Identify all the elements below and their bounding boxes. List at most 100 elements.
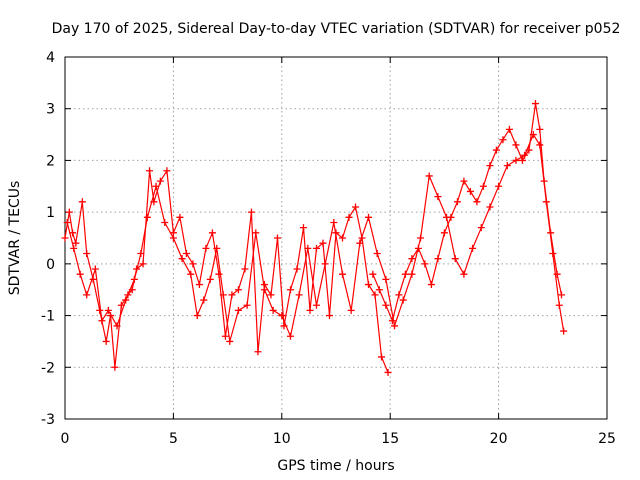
data-point xyxy=(388,317,396,325)
data-point xyxy=(434,193,442,201)
data-point xyxy=(408,255,416,263)
data-point xyxy=(273,234,281,242)
data-point xyxy=(401,270,409,278)
data-point xyxy=(451,255,459,263)
data-point xyxy=(208,229,216,237)
data-point xyxy=(72,239,80,247)
data-point xyxy=(98,317,106,325)
data-point xyxy=(453,198,461,206)
y-tick-label: 4 xyxy=(46,50,55,66)
data-point xyxy=(382,301,390,309)
data-point xyxy=(505,125,513,133)
data-point xyxy=(76,270,84,278)
data-point xyxy=(219,291,227,299)
data-point xyxy=(477,224,485,232)
data-point xyxy=(321,260,329,268)
data-point xyxy=(267,291,275,299)
data-point xyxy=(187,270,195,278)
data-point xyxy=(427,281,435,289)
data-point xyxy=(440,229,448,237)
x-tick-label: 5 xyxy=(169,431,178,447)
data-point xyxy=(460,270,468,278)
data-point xyxy=(226,337,234,345)
data-point xyxy=(286,286,294,294)
data-point xyxy=(384,368,392,376)
data-point xyxy=(486,203,494,211)
data-point xyxy=(130,275,138,283)
y-tick-label: -2 xyxy=(41,360,55,376)
data-point xyxy=(330,218,338,226)
data-point xyxy=(195,281,203,289)
data-point xyxy=(466,187,474,195)
data-point xyxy=(295,291,303,299)
data-point xyxy=(525,146,533,154)
series-line xyxy=(64,170,389,373)
y-tick-label: 0 xyxy=(46,257,55,273)
data-point xyxy=(247,208,255,216)
y-tick-label: -3 xyxy=(41,412,55,428)
data-point xyxy=(347,306,355,314)
data-point xyxy=(492,146,500,154)
data-point xyxy=(221,332,229,340)
data-point xyxy=(83,291,91,299)
data-point xyxy=(78,198,86,206)
data-point xyxy=(306,306,314,314)
data-point xyxy=(414,244,422,252)
data-point xyxy=(479,182,487,190)
data-point xyxy=(202,244,210,252)
data-point xyxy=(369,270,377,278)
data-point xyxy=(555,301,563,309)
data-point xyxy=(503,162,511,170)
axis-ticks: 0 5 10 15 20 25 -3 -2 -1 0 1 2 3 4 xyxy=(41,50,616,447)
data-point xyxy=(139,260,147,268)
data-point xyxy=(304,244,312,252)
data-point xyxy=(417,234,425,242)
data-point xyxy=(495,182,503,190)
data-point xyxy=(345,213,353,221)
data-point xyxy=(143,213,151,221)
data-point xyxy=(499,136,507,144)
data-point xyxy=(375,286,383,294)
grid-lines xyxy=(65,57,607,419)
data-point xyxy=(373,250,381,258)
data-point xyxy=(152,182,160,190)
data-point xyxy=(176,213,184,221)
data-point xyxy=(213,244,221,252)
data-point xyxy=(61,234,69,242)
data-point xyxy=(113,322,121,330)
y-tick-label: 2 xyxy=(46,153,55,169)
x-tick-label: 25 xyxy=(598,431,616,447)
data-point xyxy=(137,250,145,258)
data-point xyxy=(339,270,347,278)
data-point xyxy=(104,306,112,314)
data-point xyxy=(182,250,190,258)
data-point xyxy=(299,224,307,232)
data-point xyxy=(536,141,544,149)
data-point xyxy=(252,229,260,237)
data-point xyxy=(243,301,251,309)
x-tick-label: 0 xyxy=(61,431,70,447)
data-point xyxy=(234,286,242,294)
data-point xyxy=(91,265,99,273)
data-point xyxy=(178,255,186,263)
data-point xyxy=(399,296,407,304)
data-point xyxy=(365,281,373,289)
series-track-c xyxy=(369,100,565,325)
data-point xyxy=(356,239,364,247)
data-point xyxy=(65,208,73,216)
data-point xyxy=(352,203,360,211)
data-point xyxy=(434,255,442,263)
chart-title: Day 170 of 2025, Sidereal Day-to-day VTE… xyxy=(52,21,621,37)
data-point xyxy=(560,327,568,335)
data-point xyxy=(169,234,177,242)
y-tick-label: 1 xyxy=(46,205,55,221)
data-point xyxy=(486,162,494,170)
data-point xyxy=(549,250,557,258)
data-point xyxy=(531,100,539,108)
x-tick-label: 10 xyxy=(273,431,291,447)
data-point xyxy=(200,296,208,304)
data-point xyxy=(163,167,171,175)
data-point xyxy=(234,306,242,314)
data-point xyxy=(228,291,236,299)
